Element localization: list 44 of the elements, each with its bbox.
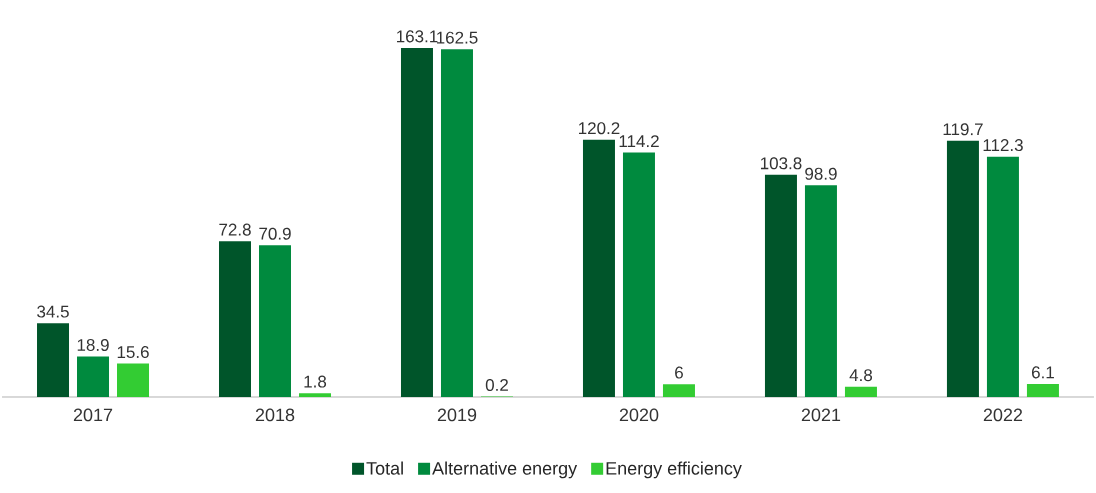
data-label: 162.5 [437, 31, 478, 44]
data-label: 0.2 [485, 378, 508, 392]
x-tick-label: 2022 [983, 408, 1023, 422]
bar [77, 356, 110, 397]
x-tick-label: 2021 [801, 408, 841, 422]
data-label: 98.9 [805, 167, 837, 180]
data-label: 15.6 [117, 346, 149, 359]
bar [946, 140, 979, 397]
data-label: 163.1 [397, 30, 438, 43]
data-label: 72.8 [219, 223, 251, 236]
data-label: 6 [675, 366, 683, 379]
bar [219, 241, 251, 397]
x-tick-label: 2019 [437, 408, 477, 422]
bar [764, 174, 797, 397]
data-label: 114.2 [619, 135, 659, 148]
bar [440, 49, 473, 397]
data-label: 119.7 [943, 123, 983, 136]
bar [662, 384, 695, 397]
bar [622, 152, 655, 397]
bar [804, 185, 837, 397]
data-label: 112.3 [983, 139, 1023, 152]
legend-label: Alternative energy [432, 461, 578, 479]
legend-label: Total [366, 461, 403, 475]
bar [400, 47, 433, 397]
data-label: 6.1 [1031, 366, 1054, 379]
bar [582, 139, 615, 397]
data-label: 18.9 [77, 338, 109, 352]
data-label: 34.5 [37, 305, 69, 318]
bar [844, 386, 877, 397]
x-tick-label: 2018 [255, 408, 295, 422]
bar [259, 245, 291, 397]
x-tick-label: 2017 [73, 408, 113, 422]
bar [117, 363, 150, 397]
data-label: 70.9 [259, 227, 291, 240]
bar [1026, 383, 1059, 397]
legend-label: Energy efficiency [606, 461, 742, 479]
bar [299, 393, 331, 397]
bar [37, 323, 70, 397]
x-tick-label: 2020 [619, 408, 659, 422]
data-label: 103.8 [760, 157, 802, 170]
data-label: 120.2 [579, 122, 620, 135]
data-label: 4.8 [849, 369, 873, 382]
bar [986, 156, 1019, 397]
data-label: 1.8 [304, 375, 327, 388]
